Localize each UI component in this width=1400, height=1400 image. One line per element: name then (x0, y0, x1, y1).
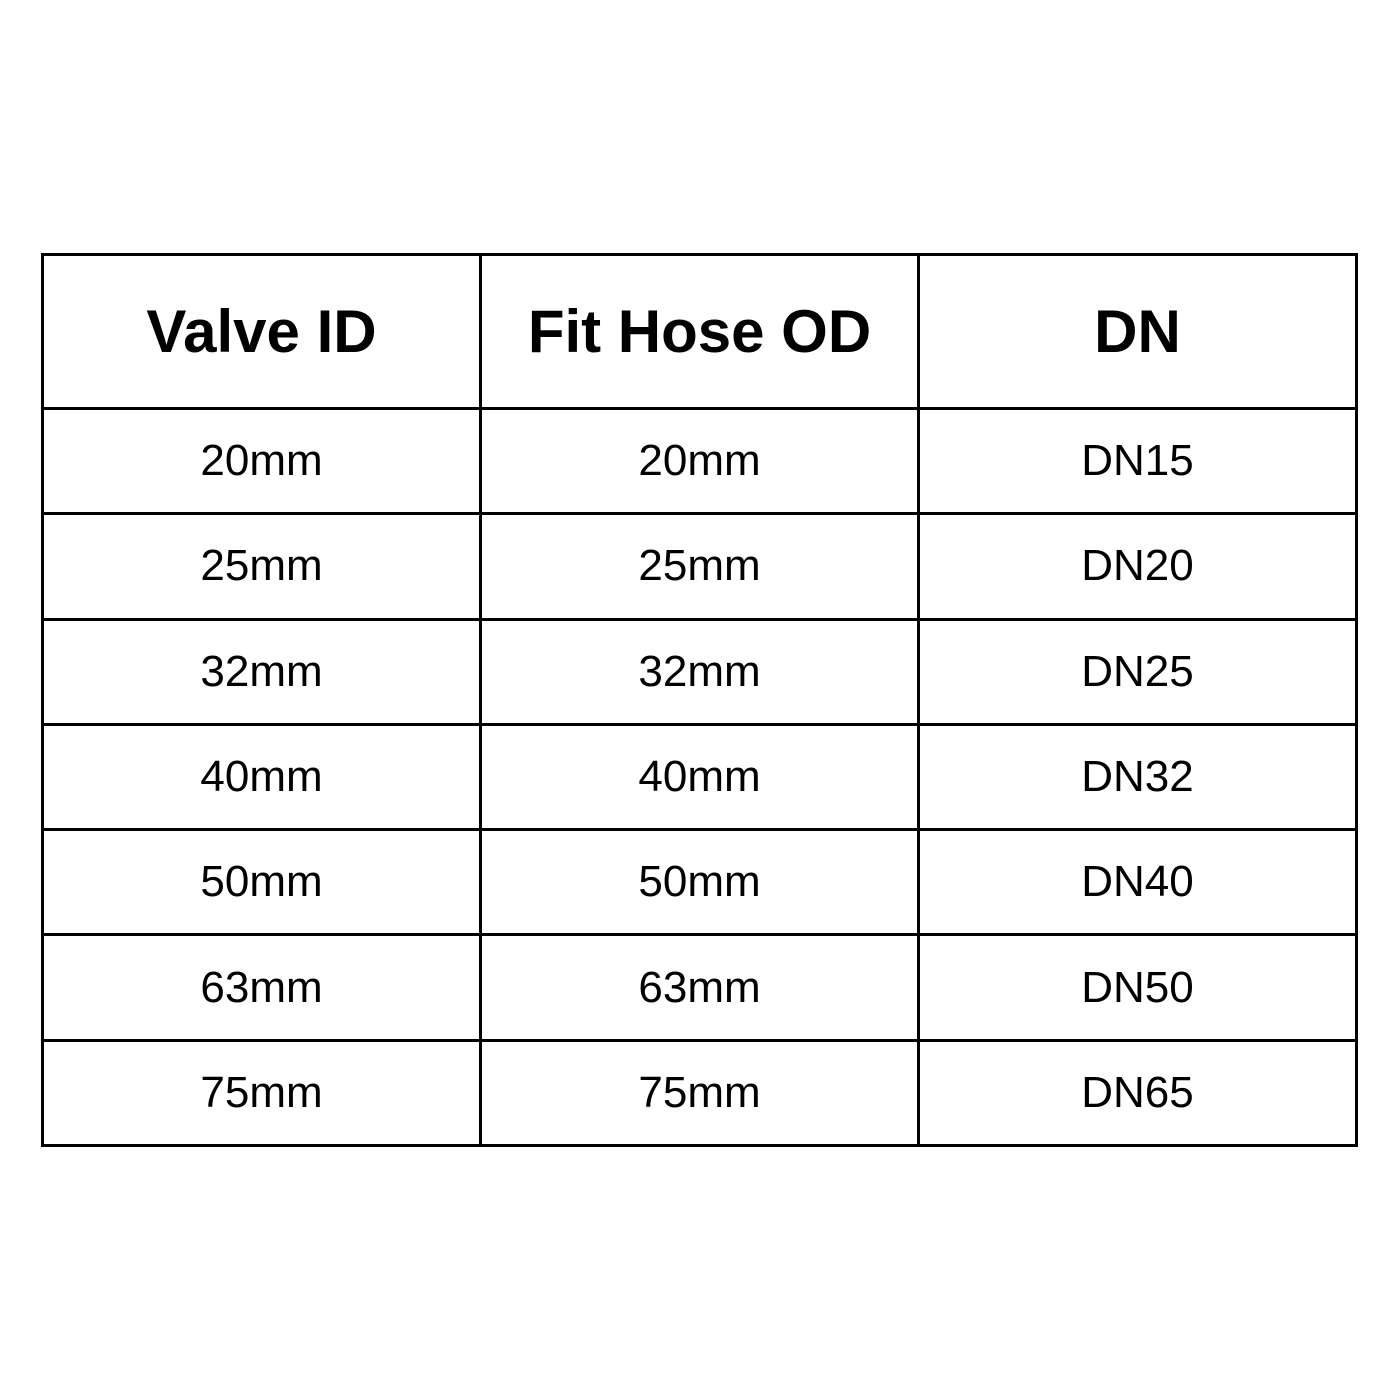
column-header: DN (917, 253, 1358, 410)
table-cell: 63mm (479, 933, 920, 1042)
table-cell: 50mm (479, 828, 920, 937)
table-cell: DN50 (917, 933, 1358, 1042)
table-row: 20mm 20mm DN15 (41, 406, 1358, 516)
table-cell: 20mm (479, 406, 920, 516)
table-cell: DN25 (917, 617, 1358, 726)
table-row: 32mm 32mm DN25 (41, 617, 1358, 726)
table-cell: DN65 (917, 1038, 1358, 1148)
table-cell: 40mm (479, 722, 920, 832)
table-cell: DN15 (917, 406, 1358, 516)
table-row: 63mm 63mm DN50 (41, 933, 1358, 1042)
table-cell: 75mm (479, 1038, 920, 1148)
spec-table-body: 20mm 20mm DN15 25mm 25mm DN20 32mm 32mm DN25 40mm… (41, 406, 1358, 1148)
table-cell: 25mm (479, 512, 920, 621)
table-cell: 75mm (41, 1038, 482, 1148)
table-cell: DN40 (917, 828, 1358, 937)
table-cell: 20mm (41, 406, 482, 516)
table-row: 40mm 40mm DN32 (41, 722, 1358, 832)
table-cell: 63mm (41, 933, 482, 1042)
valve-spec-table: Valve ID Fit Hose OD DN 20mm 20mm DN15 25mm 25… (41, 253, 1358, 1148)
table-cell: 40mm (41, 722, 482, 832)
table-cell: DN20 (917, 512, 1358, 621)
table-cell: 25mm (41, 512, 482, 621)
table-cell: DN32 (917, 722, 1358, 832)
table-cell: 50mm (41, 828, 482, 937)
table-row: 50mm 50mm DN40 (41, 828, 1358, 937)
table-cell: 32mm (41, 617, 482, 726)
column-header: Fit Hose OD (479, 253, 920, 410)
table-row: 75mm 75mm DN65 (41, 1038, 1358, 1148)
spec-table-head: Valve ID Fit Hose OD DN (41, 253, 1358, 410)
table-header-row: Valve ID Fit Hose OD DN (41, 253, 1358, 410)
table-cell: 32mm (479, 617, 920, 726)
table-row: 25mm 25mm DN20 (41, 512, 1358, 621)
column-header: Valve ID (41, 253, 482, 410)
